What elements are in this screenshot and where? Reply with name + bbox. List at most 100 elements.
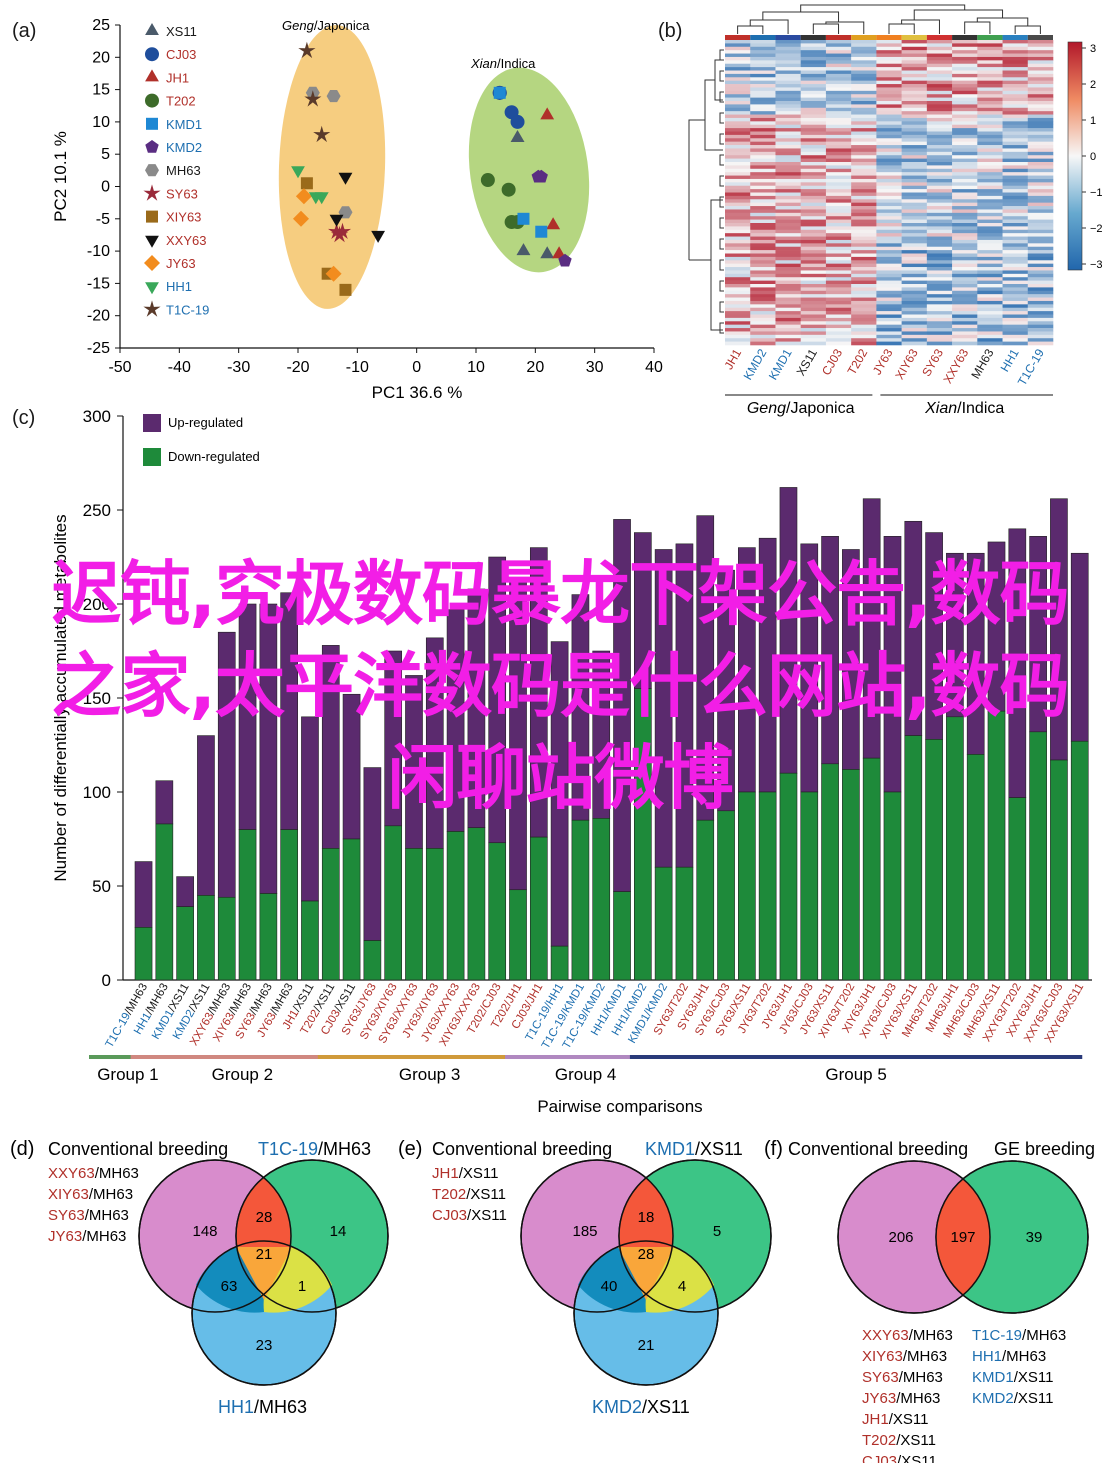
heatmap-cell: [800, 158, 827, 163]
heatmap-cell: [825, 70, 852, 75]
bar-down: [987, 710, 1006, 981]
heatmap-cell: [876, 260, 902, 264]
column-label-jy63: JY63: [870, 346, 896, 377]
heatmap-cell: [926, 277, 953, 281]
heatmap-cell: [725, 206, 751, 210]
heatmap-cell: [851, 263, 877, 268]
heatmap-cell: [977, 267, 1003, 271]
heatmap-cell: [1002, 56, 1029, 61]
group-label-geng: Geng/Japonica: [282, 18, 370, 33]
heatmap-cell: [876, 328, 902, 332]
heatmap-cell: [750, 124, 776, 129]
heatmap-cell: [876, 219, 902, 224]
heatmap-cell: [901, 239, 928, 244]
heatmap-cell: [876, 148, 902, 153]
heatmap-cell: [851, 219, 877, 224]
heatmap-cell: [977, 182, 1003, 187]
heatmap-cell: [1027, 192, 1054, 197]
heatmap-cell: [725, 43, 751, 48]
heatmap-cell: [825, 236, 852, 241]
heatmap-cell: [775, 145, 801, 149]
heatmap-cell: [1027, 195, 1054, 200]
heatmap-cell: [851, 300, 877, 305]
bar-down: [550, 945, 569, 981]
x-tick-label: 20: [526, 359, 544, 376]
heatmap-cell: [1002, 162, 1029, 166]
heatmap-cell: [926, 104, 953, 109]
heatmap-cell: [977, 114, 1003, 119]
heatmap-cell: [977, 233, 1003, 237]
heatmap-cell: [901, 304, 928, 309]
heatmap-cell: [952, 131, 978, 136]
heatmap-cell: [1027, 131, 1054, 136]
heatmap-cell: [876, 175, 902, 180]
heatmap-cell: [851, 294, 877, 298]
heatmap-cell: [952, 43, 978, 48]
heatmap-cell: [800, 94, 827, 98]
heatmap-cell: [1002, 168, 1029, 173]
heatmap-cell: [750, 328, 776, 332]
heatmap-cell: [851, 253, 877, 258]
heatmap-cell: [851, 46, 877, 51]
heatmap-cell: [1027, 304, 1054, 309]
heatmap-cell: [952, 199, 978, 203]
heatmap-cell: [901, 270, 928, 275]
heatmap-cell: [750, 189, 776, 193]
heatmap-cell: [725, 216, 751, 220]
venn-list-item: CJ03/XS11: [432, 1207, 507, 1224]
heatmap-cell: [825, 243, 852, 248]
heatmap-cell: [1027, 158, 1054, 163]
heatmap-cell: [725, 111, 751, 115]
heatmap-cell: [1027, 87, 1054, 92]
heatmap-cell: [825, 311, 852, 315]
heatmap-cell: [1027, 151, 1054, 156]
heatmap-cell: [926, 206, 953, 210]
heatmap-cell: [725, 290, 751, 295]
heatmap-cell: [750, 223, 776, 227]
heatmap-cell: [750, 209, 776, 214]
heatmap-cell: [800, 155, 827, 159]
c-y-tick-label: 300: [83, 407, 111, 426]
heatmap-cell: [952, 233, 978, 237]
heatmap-cell: [952, 300, 978, 305]
heatmap-cell: [952, 77, 978, 81]
heatmap-cell: [977, 304, 1003, 309]
heatmap-cell: [901, 212, 928, 217]
venn-e-right-only: 5: [713, 1223, 721, 1240]
heatmap-cell: [775, 151, 801, 156]
heatmap-cell: [952, 60, 978, 65]
heatmap-cell: [926, 195, 953, 200]
heatmap-cell: [876, 141, 902, 146]
bar-down: [758, 791, 777, 981]
heatmap-cell: [800, 233, 827, 237]
heatmap-cell: [1002, 148, 1029, 153]
heatmap-cell: [1027, 185, 1054, 190]
heatmap-cell: [851, 178, 877, 183]
heatmap-cell: [952, 104, 978, 109]
heatmap-cell: [775, 239, 801, 244]
heatmap-cell: [977, 168, 1003, 173]
venn-e: (e) Conventional breeding KMD1/XS11 185 …: [398, 1138, 772, 1417]
heatmap-cell: [825, 141, 852, 146]
heatmap-cell: [977, 290, 1003, 295]
heatmap-cell: [952, 70, 978, 75]
heatmap-cell: [1027, 297, 1054, 302]
heatmap-cell: [800, 189, 827, 193]
heatmap-cell: [800, 202, 827, 207]
heatmap-cell: [1027, 273, 1054, 278]
heatmap-cell: [977, 165, 1003, 170]
heatmap-cell: [750, 182, 776, 187]
heatmap-cell: [876, 331, 902, 336]
heatmap-cell: [901, 94, 928, 98]
group-label: Group 1: [97, 1065, 158, 1084]
data-point-xs11: [540, 246, 555, 259]
heatmap-cell: [1027, 219, 1054, 224]
heatmap-cell: [1002, 80, 1029, 85]
heatmap-cell: [775, 226, 801, 231]
heatmap-cell: [725, 250, 751, 254]
heatmap-cell: [901, 199, 928, 203]
venn-e-left-list: JH1/XS11 T202/XS11 CJ03/XS11: [432, 1165, 507, 1224]
heatmap-cell: [926, 141, 953, 146]
heatmap-cell: [977, 117, 1003, 122]
heatmap-cell: [851, 162, 877, 166]
